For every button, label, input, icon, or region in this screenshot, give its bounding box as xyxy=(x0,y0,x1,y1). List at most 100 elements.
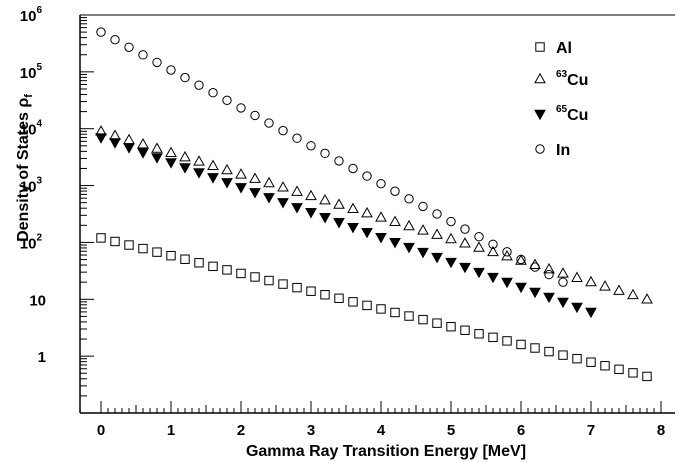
data-point xyxy=(194,258,204,268)
data-point xyxy=(515,282,527,294)
data-point xyxy=(543,262,555,274)
x-tick-label: 3 xyxy=(307,422,315,439)
data-point xyxy=(333,198,345,209)
data-point xyxy=(96,27,106,37)
data-point xyxy=(530,262,540,272)
data-point xyxy=(474,232,484,242)
legend-marker xyxy=(534,109,546,121)
data-point xyxy=(375,232,387,244)
data-point xyxy=(138,243,148,254)
data-point xyxy=(474,329,484,339)
data-point xyxy=(124,240,134,250)
data-point xyxy=(389,215,401,226)
data-point xyxy=(362,300,372,311)
data-point xyxy=(277,181,289,192)
data-point xyxy=(599,280,611,291)
data-point xyxy=(320,148,330,159)
legend-marker xyxy=(535,42,545,52)
data-point xyxy=(221,178,233,189)
data-point xyxy=(109,138,121,149)
data-point xyxy=(292,282,302,293)
y-axis: 1 10 102 103 104 105 106 xyxy=(20,5,94,414)
data-point xyxy=(459,262,471,274)
series-65cu xyxy=(95,133,597,319)
data-point xyxy=(165,158,177,169)
data-point xyxy=(235,168,247,179)
data-point xyxy=(207,159,219,170)
data-point xyxy=(627,288,639,300)
data-point xyxy=(432,209,442,219)
data-point xyxy=(193,168,205,179)
data-point xyxy=(473,241,485,252)
data-point xyxy=(585,307,597,319)
data-point xyxy=(179,150,191,162)
data-point xyxy=(264,275,274,286)
data-point xyxy=(222,265,232,275)
x-tick-label: 8 xyxy=(657,422,665,439)
data-point xyxy=(614,364,624,375)
data-point xyxy=(516,339,526,350)
data-point xyxy=(361,227,373,239)
y-axis-title-subscript: f xyxy=(23,94,35,98)
data-point xyxy=(403,242,415,254)
data-point xyxy=(376,304,386,314)
x-tick-label: 1 xyxy=(167,422,175,439)
legend-label: 63Cu xyxy=(556,69,588,89)
data-point xyxy=(586,357,596,367)
data-point xyxy=(222,95,232,106)
data-point xyxy=(403,219,415,231)
data-point xyxy=(376,178,386,189)
data-point xyxy=(180,254,190,264)
data-point xyxy=(291,185,303,196)
legend-item-65cu: 65Cu xyxy=(534,104,588,124)
legend-label: 65Cu xyxy=(556,104,588,124)
data-point xyxy=(305,208,317,219)
data-point xyxy=(208,261,218,272)
data-point xyxy=(166,65,176,75)
x-tick-label: 2 xyxy=(237,422,245,439)
data-point xyxy=(151,142,163,153)
data-point xyxy=(250,272,260,282)
data-point xyxy=(278,279,288,289)
data-point xyxy=(152,247,162,257)
data-point xyxy=(333,218,345,229)
y-tick-label: 103 xyxy=(20,176,43,196)
data-point xyxy=(557,267,569,278)
data-point xyxy=(194,80,204,90)
data-point xyxy=(319,194,331,205)
data-point xyxy=(305,189,317,201)
data-point xyxy=(152,57,162,68)
data-point xyxy=(277,198,289,209)
data-point xyxy=(418,201,428,212)
data-point xyxy=(544,269,554,280)
legend-item-al: Al xyxy=(535,40,572,57)
data-point xyxy=(600,361,610,371)
data-point xyxy=(445,232,457,244)
data-point xyxy=(250,110,260,121)
y-tick-label: 1 xyxy=(38,349,46,366)
data-point xyxy=(347,223,359,234)
data-point xyxy=(361,206,373,218)
x-tick-label: 5 xyxy=(447,422,455,439)
data-point xyxy=(278,125,288,136)
data-point xyxy=(431,228,443,239)
y-tick-label: 102 xyxy=(20,232,43,252)
data-point xyxy=(502,247,512,257)
data-point xyxy=(264,118,274,128)
y-tick-label: 104 xyxy=(20,119,43,139)
data-point xyxy=(390,186,400,196)
data-point xyxy=(571,271,583,282)
data-point xyxy=(628,368,638,378)
data-point xyxy=(348,297,358,307)
data-point xyxy=(334,156,344,166)
series-al xyxy=(96,233,652,382)
data-point xyxy=(585,275,597,287)
data-point xyxy=(123,133,135,145)
data-point xyxy=(558,277,568,287)
data-point xyxy=(347,202,359,214)
data-point xyxy=(348,163,358,174)
y-axis-title: Density of States ρf xyxy=(15,94,35,242)
data-point xyxy=(446,322,456,332)
data-point xyxy=(641,293,653,304)
data-point xyxy=(362,171,372,181)
